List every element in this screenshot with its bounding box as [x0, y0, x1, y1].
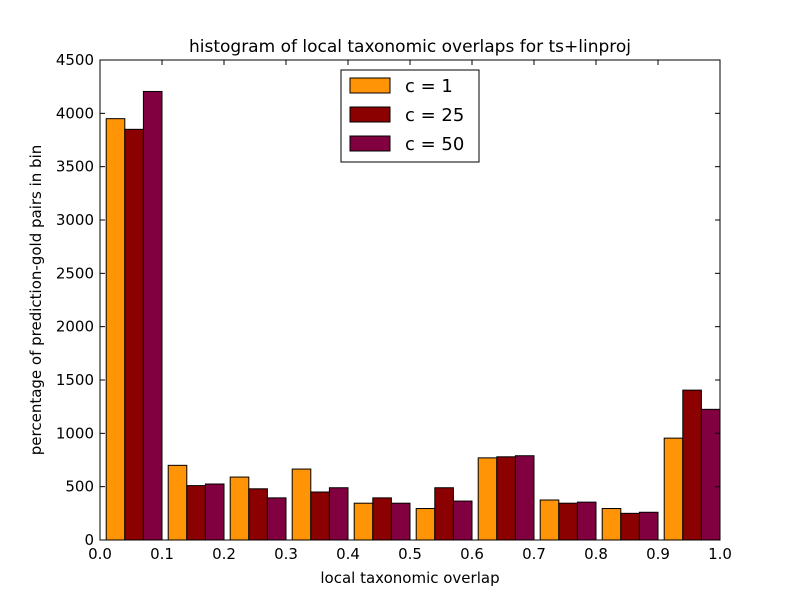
- bar-series-2-bin-9: [620, 512, 640, 541]
- x-tick-label: 0.5: [398, 545, 422, 563]
- bar-series-1-bin-9: [601, 508, 622, 541]
- y-tick-label: 2000: [56, 318, 94, 336]
- bar-series-3-bin-8: [576, 501, 597, 541]
- bar-series-3-bin-9: [638, 511, 659, 541]
- bar-series-1-bin-1: [105, 118, 126, 541]
- legend-label-1: c = 1: [405, 76, 453, 97]
- bar-series-3-bin-7: [514, 455, 535, 541]
- bar-series-1-bin-3: [229, 476, 250, 541]
- x-tick-label: 1.0: [708, 545, 732, 563]
- bar-series-1-bin-8: [539, 499, 560, 541]
- y-tick-label: 1000: [56, 424, 94, 442]
- y-tick-label: 3500: [56, 158, 94, 176]
- legend: c = 1 c = 25 c = 50: [340, 69, 480, 163]
- x-tick-label: 0.3: [274, 545, 298, 563]
- x-tick-label: 0.9: [646, 545, 670, 563]
- x-tick-label: 0.0: [88, 545, 112, 563]
- bar-series-2-bin-6: [434, 487, 454, 541]
- bar-series-2-bin-10: [682, 389, 702, 541]
- x-tick-label: 0.1: [150, 545, 174, 563]
- y-tick-label: 4000: [56, 104, 94, 122]
- axis-ticks: 0.0 0.1 0.2 0.3 0.4 0.5 0.6 0.7 0.8 0.9 1.0 0 500 100…: [56, 51, 732, 563]
- y-tick-label: 500: [65, 478, 94, 496]
- bar-series-1-bin-7: [477, 457, 498, 541]
- bar-series-3-bin-3: [266, 497, 287, 541]
- bars-group: [105, 90, 721, 541]
- y-tick-label: 1500: [56, 371, 94, 389]
- y-axis-label: percentage of prediction-gold pairs in b…: [27, 145, 45, 455]
- legend-label-3: c = 50: [405, 134, 464, 155]
- bar-series-2-bin-1: [124, 128, 144, 541]
- bar-series-3-bin-6: [452, 500, 473, 541]
- bar-series-3-bin-4: [328, 487, 349, 541]
- bar-series-3-bin-2: [204, 483, 225, 541]
- legend-label-2: c = 25: [405, 105, 464, 126]
- bar-series-2-bin-2: [186, 485, 206, 541]
- bar-series-3-bin-5: [390, 502, 411, 541]
- bar-series-1-bin-6: [415, 508, 436, 541]
- y-tick-label: 4500: [56, 51, 94, 69]
- bar-series-3-bin-1: [142, 90, 163, 541]
- x-axis-label: local taxonomic overlap: [320, 569, 499, 587]
- bar-series-1-bin-2: [167, 464, 188, 541]
- legend-swatch-1: [349, 77, 391, 94]
- bar-series-1-bin-10: [663, 437, 684, 541]
- y-tick-label: 2500: [56, 264, 94, 282]
- bar-series-2-bin-4: [310, 491, 330, 541]
- x-tick-label: 0.7: [522, 545, 546, 563]
- bar-series-1-bin-4: [291, 468, 312, 541]
- bar-series-1-bin-5: [353, 502, 374, 541]
- bar-series-2-bin-7: [496, 456, 516, 541]
- x-tick-label: 0.4: [336, 545, 360, 563]
- bar-series-2-bin-3: [248, 488, 268, 541]
- y-tick-label: 0: [84, 531, 94, 549]
- y-tick-label: 3000: [56, 211, 94, 229]
- x-tick-label: 0.6: [460, 545, 484, 563]
- bar-series-3-bin-10: [700, 408, 721, 541]
- bar-series-2-bin-5: [372, 497, 392, 541]
- legend-swatch-3: [349, 135, 391, 152]
- bar-series-2-bin-8: [558, 502, 578, 541]
- chart-title: histogram of local taxonomic overlaps fo…: [189, 37, 631, 57]
- x-tick-label: 0.8: [584, 545, 608, 563]
- x-tick-label: 0.2: [212, 545, 236, 563]
- legend-swatch-2: [349, 106, 391, 123]
